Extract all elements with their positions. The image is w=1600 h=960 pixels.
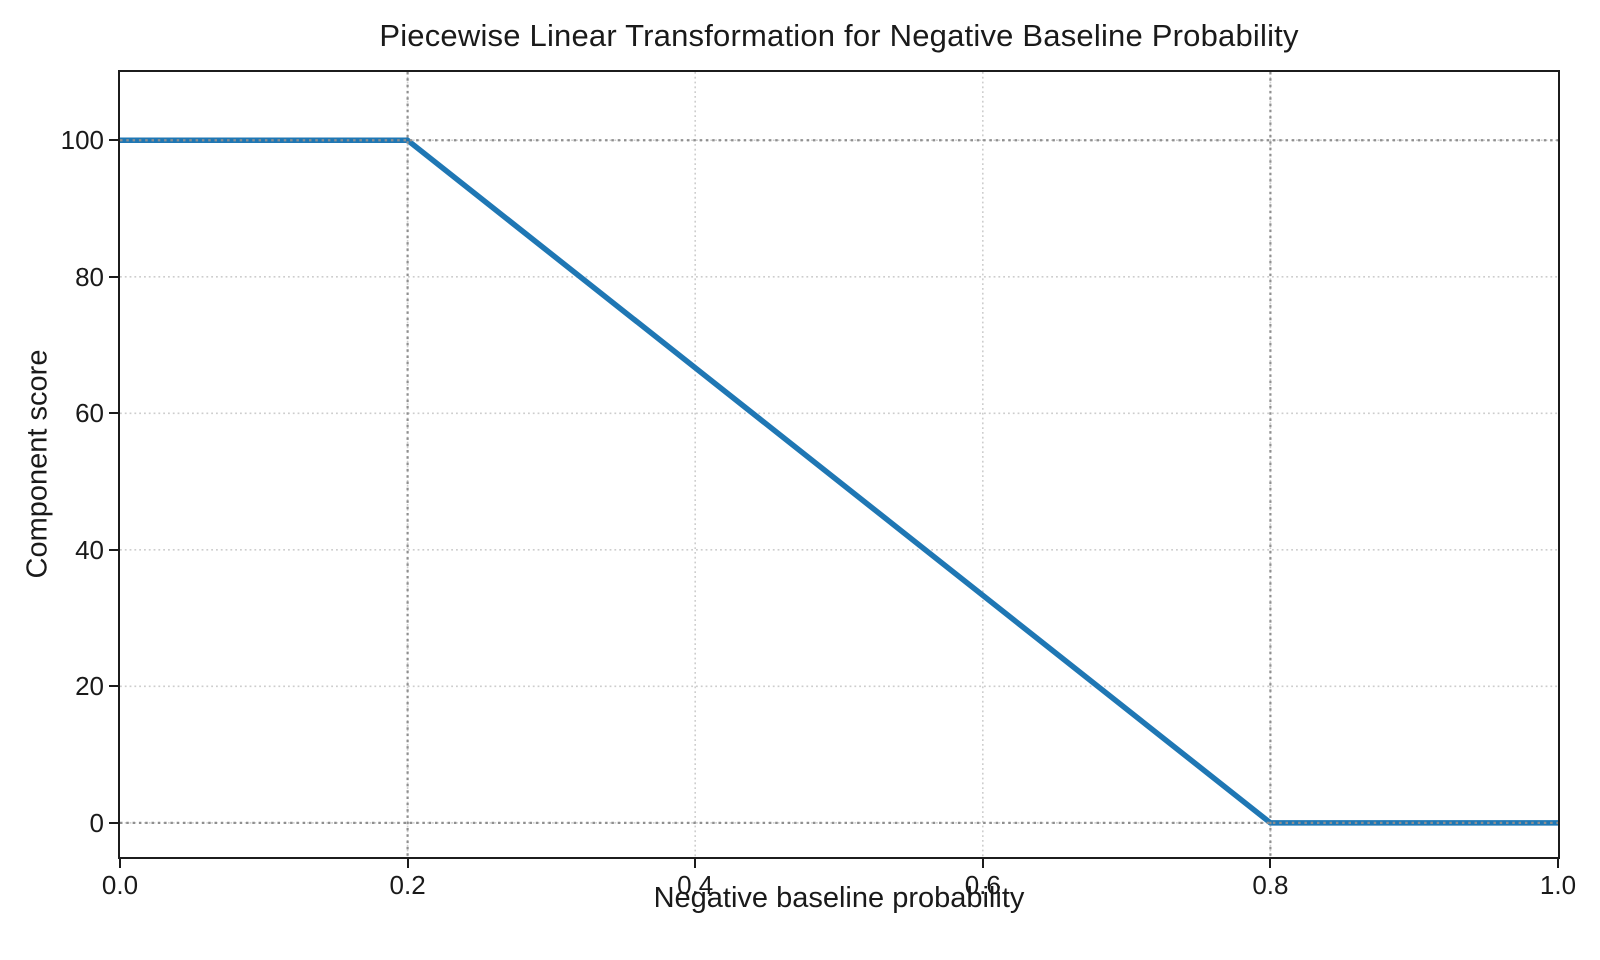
y-tick-label: 20 xyxy=(75,671,104,702)
y-tick-mark xyxy=(109,548,118,551)
y-tick-label: 80 xyxy=(75,261,104,292)
y-tick-mark xyxy=(109,821,118,824)
y-tick-label: 100 xyxy=(60,125,104,156)
y-tick-mark xyxy=(109,275,118,278)
series-line-piecewise-transform xyxy=(120,137,1558,826)
x-tick-label: 1.0 xyxy=(1539,870,1577,900)
x-tick-mark xyxy=(1557,859,1559,868)
x-tick-label: 0.8 xyxy=(1252,870,1289,900)
x-tick-mark xyxy=(981,859,984,868)
y-tick-label: 60 xyxy=(75,398,104,429)
x-tick-label: 0.6 xyxy=(964,870,1001,900)
y-tick-mark xyxy=(109,139,118,142)
y-tick-label: 0 xyxy=(89,807,104,838)
y-tick-label: 40 xyxy=(75,534,104,565)
x-tick-mark xyxy=(119,859,121,868)
x-tick-label: 0.4 xyxy=(677,870,714,900)
x-tick-mark xyxy=(1269,859,1272,868)
x-tick-mark xyxy=(694,859,697,868)
plot-canvas xyxy=(120,72,1558,857)
x-tick-mark xyxy=(406,859,409,868)
y-tick-mark xyxy=(109,412,118,415)
x-axis-label: Negative baseline probability xyxy=(653,882,1025,914)
y-tick-mark xyxy=(109,685,118,688)
chart-title: Piecewise Linear Transformation for Nega… xyxy=(379,18,1299,53)
x-tick-label: 0.2 xyxy=(389,870,426,900)
y-axis-label: Component score xyxy=(21,349,54,579)
x-tick-label: 0.0 xyxy=(101,870,139,900)
